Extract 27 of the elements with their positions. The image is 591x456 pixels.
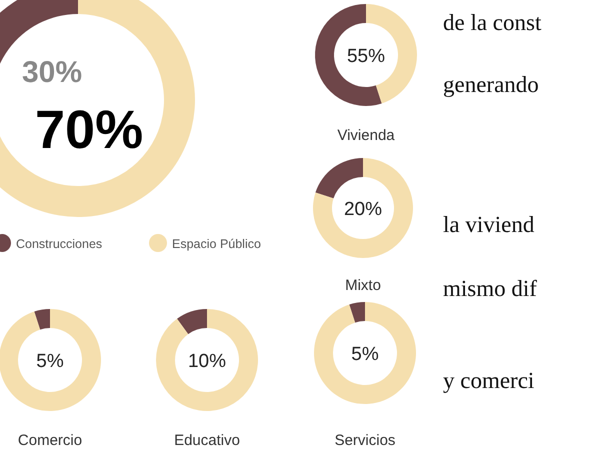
text: generando <box>443 72 539 97</box>
data-label: 70% <box>35 100 144 160</box>
data-label: 30% <box>22 56 82 89</box>
text: Educativo <box>174 432 240 449</box>
text: 5% <box>36 351 64 372</box>
donut-slice <box>349 302 365 323</box>
donut-slice <box>314 302 416 404</box>
text: y comerci <box>443 368 534 393</box>
donut-slice <box>177 309 207 334</box>
donut-slice <box>313 158 413 258</box>
text: 55% <box>346 46 386 67</box>
legend-label: Construcciones <box>16 237 102 251</box>
text: Servicios <box>334 432 396 449</box>
donut-slice <box>315 158 363 198</box>
donut-slice <box>34 309 50 330</box>
text: de la const <box>443 10 542 35</box>
donut-slice <box>156 309 258 411</box>
text: Comercio <box>18 432 82 449</box>
text: 10% <box>188 351 226 372</box>
legend-label: Espacio Público <box>172 237 261 251</box>
text: 5% <box>351 344 379 365</box>
donut-slice <box>0 309 101 411</box>
text: la viviend <box>443 212 535 237</box>
text: Vivienda <box>337 127 396 144</box>
text: 20% <box>344 199 382 220</box>
text: Mixto <box>345 277 381 294</box>
text: mismo dif <box>443 276 538 301</box>
